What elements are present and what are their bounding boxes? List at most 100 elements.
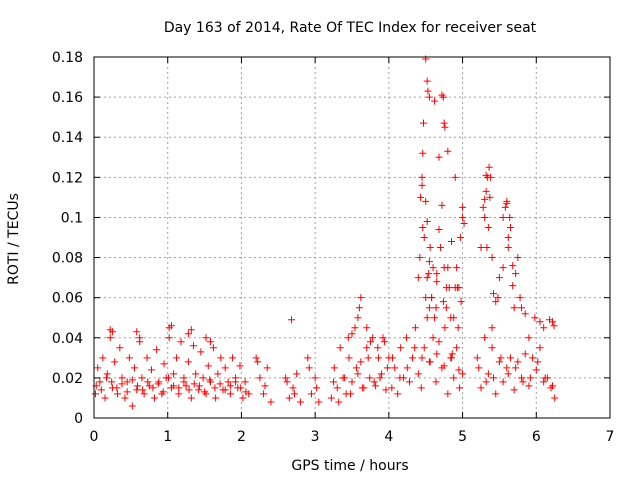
data-point xyxy=(380,338,388,346)
data-point xyxy=(423,217,431,225)
data-point xyxy=(431,314,439,322)
data-point xyxy=(503,364,511,372)
data-point xyxy=(214,370,222,378)
x-tick-label: 6 xyxy=(532,429,541,445)
data-point xyxy=(510,304,518,312)
data-point xyxy=(236,362,244,370)
data-point xyxy=(477,244,485,252)
data-point xyxy=(417,193,425,201)
data-point xyxy=(420,119,428,127)
data-point xyxy=(504,370,512,378)
data-point xyxy=(534,358,542,366)
data-point xyxy=(423,314,431,322)
data-point xyxy=(417,384,425,392)
data-point xyxy=(504,234,512,241)
data-point xyxy=(441,123,449,131)
data-point xyxy=(96,378,104,386)
data-point xyxy=(441,324,449,332)
data-point xyxy=(456,384,464,392)
data-point xyxy=(541,374,549,382)
data-point xyxy=(551,394,559,402)
data-point xyxy=(475,364,483,372)
data-point xyxy=(521,310,529,318)
data-point xyxy=(459,370,467,378)
data-point xyxy=(506,354,514,362)
data-point xyxy=(454,324,462,332)
data-point xyxy=(457,298,465,306)
data-point xyxy=(226,382,234,390)
data-point xyxy=(357,358,365,366)
data-point xyxy=(459,203,467,211)
data-point xyxy=(482,378,490,386)
data-point xyxy=(133,386,141,394)
data-point xyxy=(195,382,203,390)
data-point xyxy=(388,384,396,392)
data-point xyxy=(140,390,148,398)
data-point xyxy=(518,304,526,312)
data-point xyxy=(125,354,133,362)
data-point xyxy=(516,294,524,302)
data-point xyxy=(206,338,214,346)
data-point xyxy=(438,201,446,209)
data-point xyxy=(190,380,198,388)
data-point xyxy=(217,354,225,362)
data-point xyxy=(432,378,440,386)
data-point xyxy=(216,380,224,388)
data-point xyxy=(180,378,188,386)
data-point xyxy=(256,374,264,382)
data-point xyxy=(204,362,212,370)
data-point xyxy=(422,197,430,205)
data-point xyxy=(149,384,157,392)
data-point xyxy=(501,203,509,211)
data-point xyxy=(145,382,153,390)
data-point xyxy=(451,173,459,181)
data-point xyxy=(418,354,426,362)
data-point xyxy=(175,390,183,398)
data-point xyxy=(499,378,507,386)
data-point xyxy=(201,388,209,396)
data-point xyxy=(182,382,190,390)
data-point xyxy=(540,378,548,386)
data-point xyxy=(144,378,152,386)
data-point xyxy=(252,354,260,362)
data-point xyxy=(229,354,237,362)
data-point xyxy=(154,380,162,388)
data-point xyxy=(485,163,493,171)
data-point xyxy=(414,274,422,282)
data-point xyxy=(510,386,518,394)
data-point xyxy=(494,294,502,302)
data-point xyxy=(525,334,533,342)
data-point xyxy=(521,350,529,358)
data-point xyxy=(167,322,175,330)
data-point xyxy=(364,354,372,362)
data-point xyxy=(418,173,426,181)
x-tick-label: 4 xyxy=(384,429,393,445)
data-point xyxy=(288,316,296,324)
data-point xyxy=(448,238,456,246)
data-point xyxy=(363,324,371,332)
data-point xyxy=(327,394,335,402)
data-point xyxy=(425,270,433,278)
data-point xyxy=(439,298,447,306)
data-point xyxy=(453,344,461,352)
data-point xyxy=(165,334,173,342)
data-point xyxy=(212,394,220,402)
data-point xyxy=(482,187,490,195)
data-point xyxy=(495,358,503,366)
data-point xyxy=(514,254,522,262)
data-point xyxy=(170,382,178,390)
data-point xyxy=(103,370,111,378)
data-point xyxy=(263,364,271,372)
data-point xyxy=(389,354,397,362)
data-point xyxy=(408,354,416,362)
data-point xyxy=(118,374,126,382)
data-point xyxy=(199,374,207,382)
data-point xyxy=(242,388,250,396)
data-point xyxy=(512,364,520,372)
data-point xyxy=(138,374,146,382)
y-tick-label: 0.1 xyxy=(61,210,83,226)
data-point xyxy=(448,354,456,362)
y-tick-labels: 0 0.02 0.04 0.06 0.08 0.1 0.12 0.14 0.16 0.18 xyxy=(52,50,83,427)
x-tick-label: 5 xyxy=(458,429,467,445)
